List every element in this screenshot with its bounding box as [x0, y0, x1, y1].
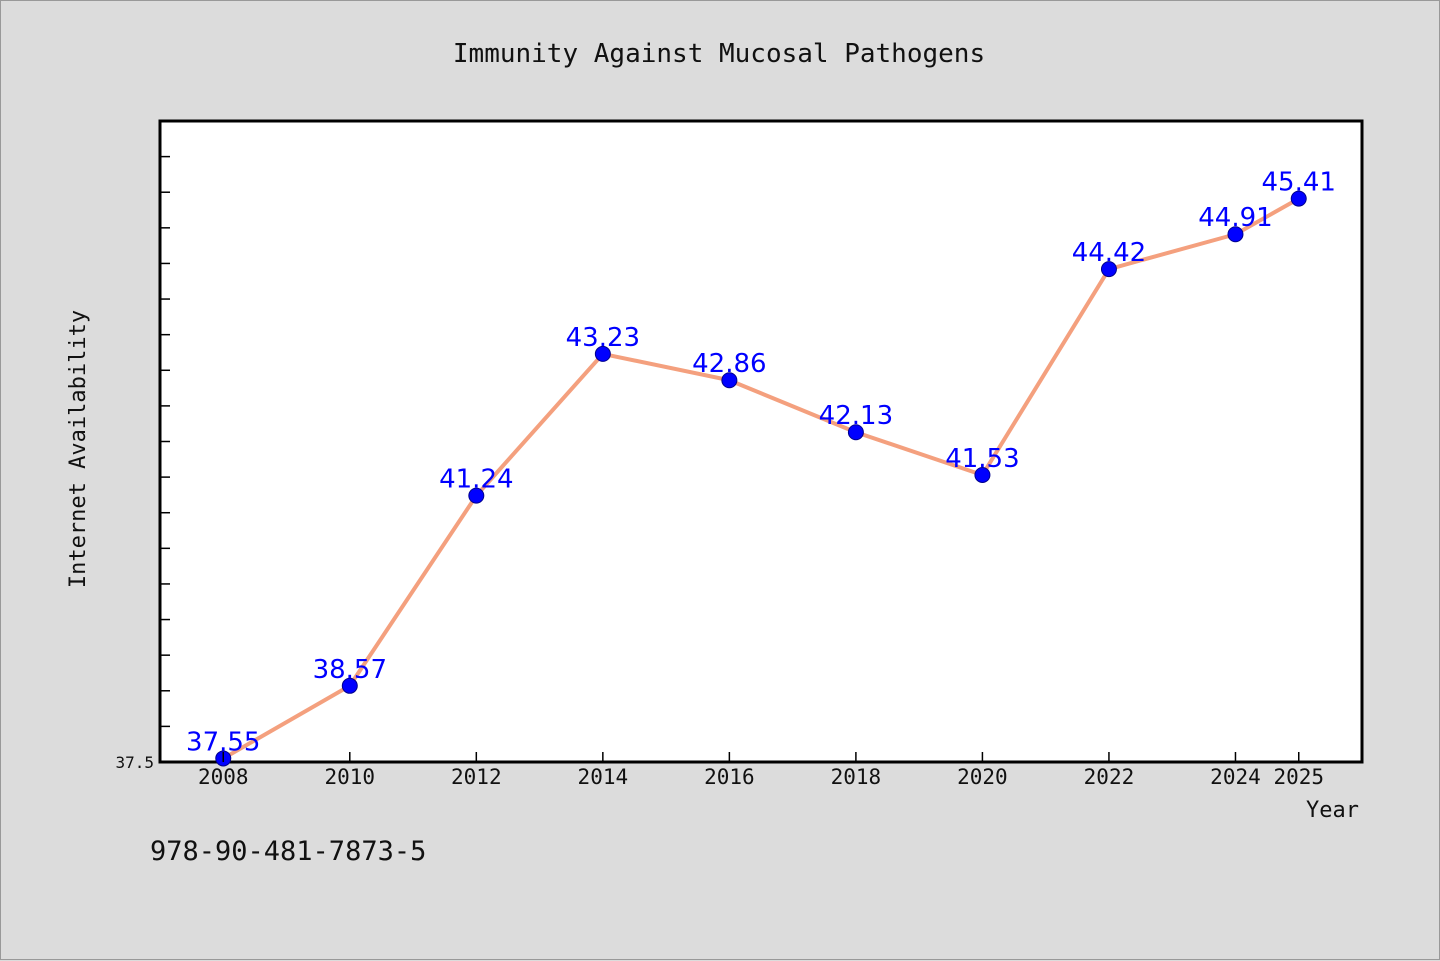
data-point: [468, 487, 485, 504]
data-point: [847, 424, 864, 441]
x-tick-label: 2014: [578, 765, 629, 789]
data-label: 44.91: [1198, 203, 1272, 233]
data-label: 38.57: [313, 655, 387, 685]
chart-title: Immunity Against Mucosal Pathogens: [453, 39, 985, 69]
series-group: 37.5538.5741.2443.2342.8642.1341.5344.42…: [186, 168, 1336, 767]
data-point: [594, 345, 611, 362]
data-label: 43.23: [566, 323, 640, 353]
y-axis-tick-labels: 37.5: [115, 753, 154, 772]
isbn-label: 978-90-481-7873-5: [150, 836, 427, 867]
data-label: 41.24: [439, 465, 513, 495]
plot-area: [158, 119, 1364, 764]
data-point: [1227, 226, 1244, 243]
x-axis-ticks: 2008 2010 2012 2014 2016 2018 2020 2022 2024 2025: [198, 752, 1324, 789]
x-tick-label: 2008: [198, 765, 249, 789]
x-tick-label: 2022: [1084, 765, 1135, 789]
series-line: [222, 196, 1300, 761]
data-point: [341, 677, 358, 694]
x-tick-label: 2016: [704, 765, 755, 789]
data-point: [721, 372, 738, 389]
y-tick-label: 37.5: [115, 753, 154, 772]
y-axis-label: Internet Availability: [66, 310, 91, 588]
data-point: [974, 466, 991, 483]
x-tick-label: 2012: [451, 765, 502, 789]
data-label: 45.41: [1262, 168, 1336, 198]
data-label: 42.13: [819, 401, 893, 431]
data-point: [1100, 261, 1117, 278]
x-tick-label: 2010: [325, 765, 376, 789]
x-tick-label: 2025: [1273, 765, 1324, 789]
data-label: 44.42: [1072, 238, 1146, 268]
x-tick-label: 2020: [957, 765, 1008, 789]
x-axis-label: Year: [1306, 798, 1359, 823]
data-label: 42.86: [692, 349, 766, 379]
x-tick-label: 2018: [831, 765, 882, 789]
data-label: 41.53: [945, 444, 1019, 474]
y-axis-ticks: [160, 155, 170, 728]
data-point: [1290, 190, 1307, 207]
x-tick-label: 2024: [1210, 765, 1261, 789]
